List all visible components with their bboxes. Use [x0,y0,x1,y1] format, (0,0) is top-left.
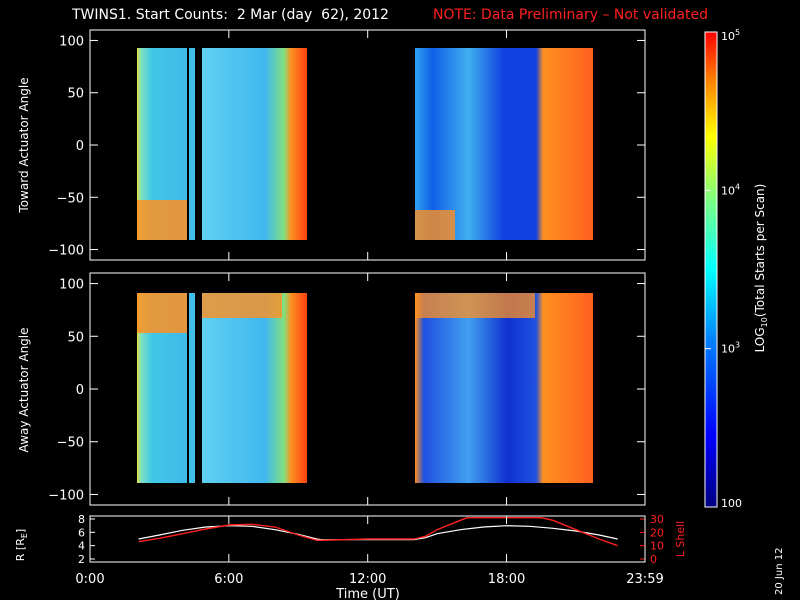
panel-away: Away Actuator Angle −100 −50 0 50 100 [17,272,646,506]
ytick-label: 0 [76,139,84,154]
xtick-label: 12:00 [349,572,386,587]
ytick-label: 100 [59,278,84,293]
xtick-label: 23:59 [626,572,663,587]
r-ytick-label: 6 [78,526,85,539]
colorbar-ticks: 105 104 103 100 [705,28,742,510]
toward-block-3 [202,48,307,240]
toward-block-1-low [137,200,187,240]
colorbar-label: LOG10(Total Starts per Scan) [753,184,769,353]
ytick-label: 50 [67,87,84,102]
ytick-label: −50 [57,436,84,451]
xtick-label: 0:00 [75,572,104,587]
away-block-3-high [202,293,282,318]
l-shell-ylabel: L Shell [674,521,687,557]
r-ytick-label: 4 [78,540,85,553]
away-block-1-high [137,293,187,333]
ytick-label: 100 [59,34,84,49]
toward-block-4-low [415,210,455,240]
r-ylabel: R [RE] [14,529,29,561]
colorbar-tick-label: 103 [721,341,740,356]
toward-block-4 [415,48,593,240]
xtick-label: 18:00 [488,572,525,587]
colorbar-tick-label: 104 [721,182,740,197]
away-block-4 [415,293,593,483]
colorbar: 105 104 103 100 LOG10(Total Starts per Scan… [704,28,769,510]
colorbar-gradient [704,31,718,508]
r-ytick-label: 2 [78,553,85,566]
ytick-label: −50 [57,191,84,206]
preliminary-note: NOTE: Data Preliminary – Not validated [433,7,708,23]
time-xaxis: 0:00 6:00 12:00 18:00 23:59 [75,30,664,587]
xtick-label: 6:00 [214,572,243,587]
panel-toward: Toward Actuator Angle −100 −50 0 50 100 [17,29,646,261]
toward-heatmap [137,48,593,240]
ytick-label: −100 [48,244,84,259]
colorbar-tick-label: 100 [721,497,742,510]
away-block-2 [189,293,195,483]
ytick-label: 0 [76,383,84,398]
l-ytick-label: 10 [650,540,664,553]
ytick-label: 50 [67,330,84,345]
away-block-3 [202,293,307,483]
ytick-label: −100 [48,488,84,503]
time-xlabel: Time (UT) [335,587,400,600]
colorbar-tick-label: 105 [721,28,740,43]
away-heatmap [137,293,593,483]
l-ytick-label: 30 [650,513,664,526]
l-ytick-label: 0 [650,553,657,566]
chart-title: TWINS1. Start Counts: 2 Mar (day 62), 20… [72,7,389,23]
away-ylabel: Away Actuator Angle [17,327,31,452]
toward-block-2 [189,48,195,240]
toward-yticks: −100 −50 0 50 100 [48,34,645,259]
l-ytick-label: 20 [650,526,664,539]
l-shell-line [138,517,618,547]
away-yticks: −100 −50 0 50 100 [48,278,645,503]
r-ytick-label: 8 [78,513,85,526]
toward-ylabel: Toward Actuator Angle [17,77,31,213]
away-block-4-high [415,293,535,318]
